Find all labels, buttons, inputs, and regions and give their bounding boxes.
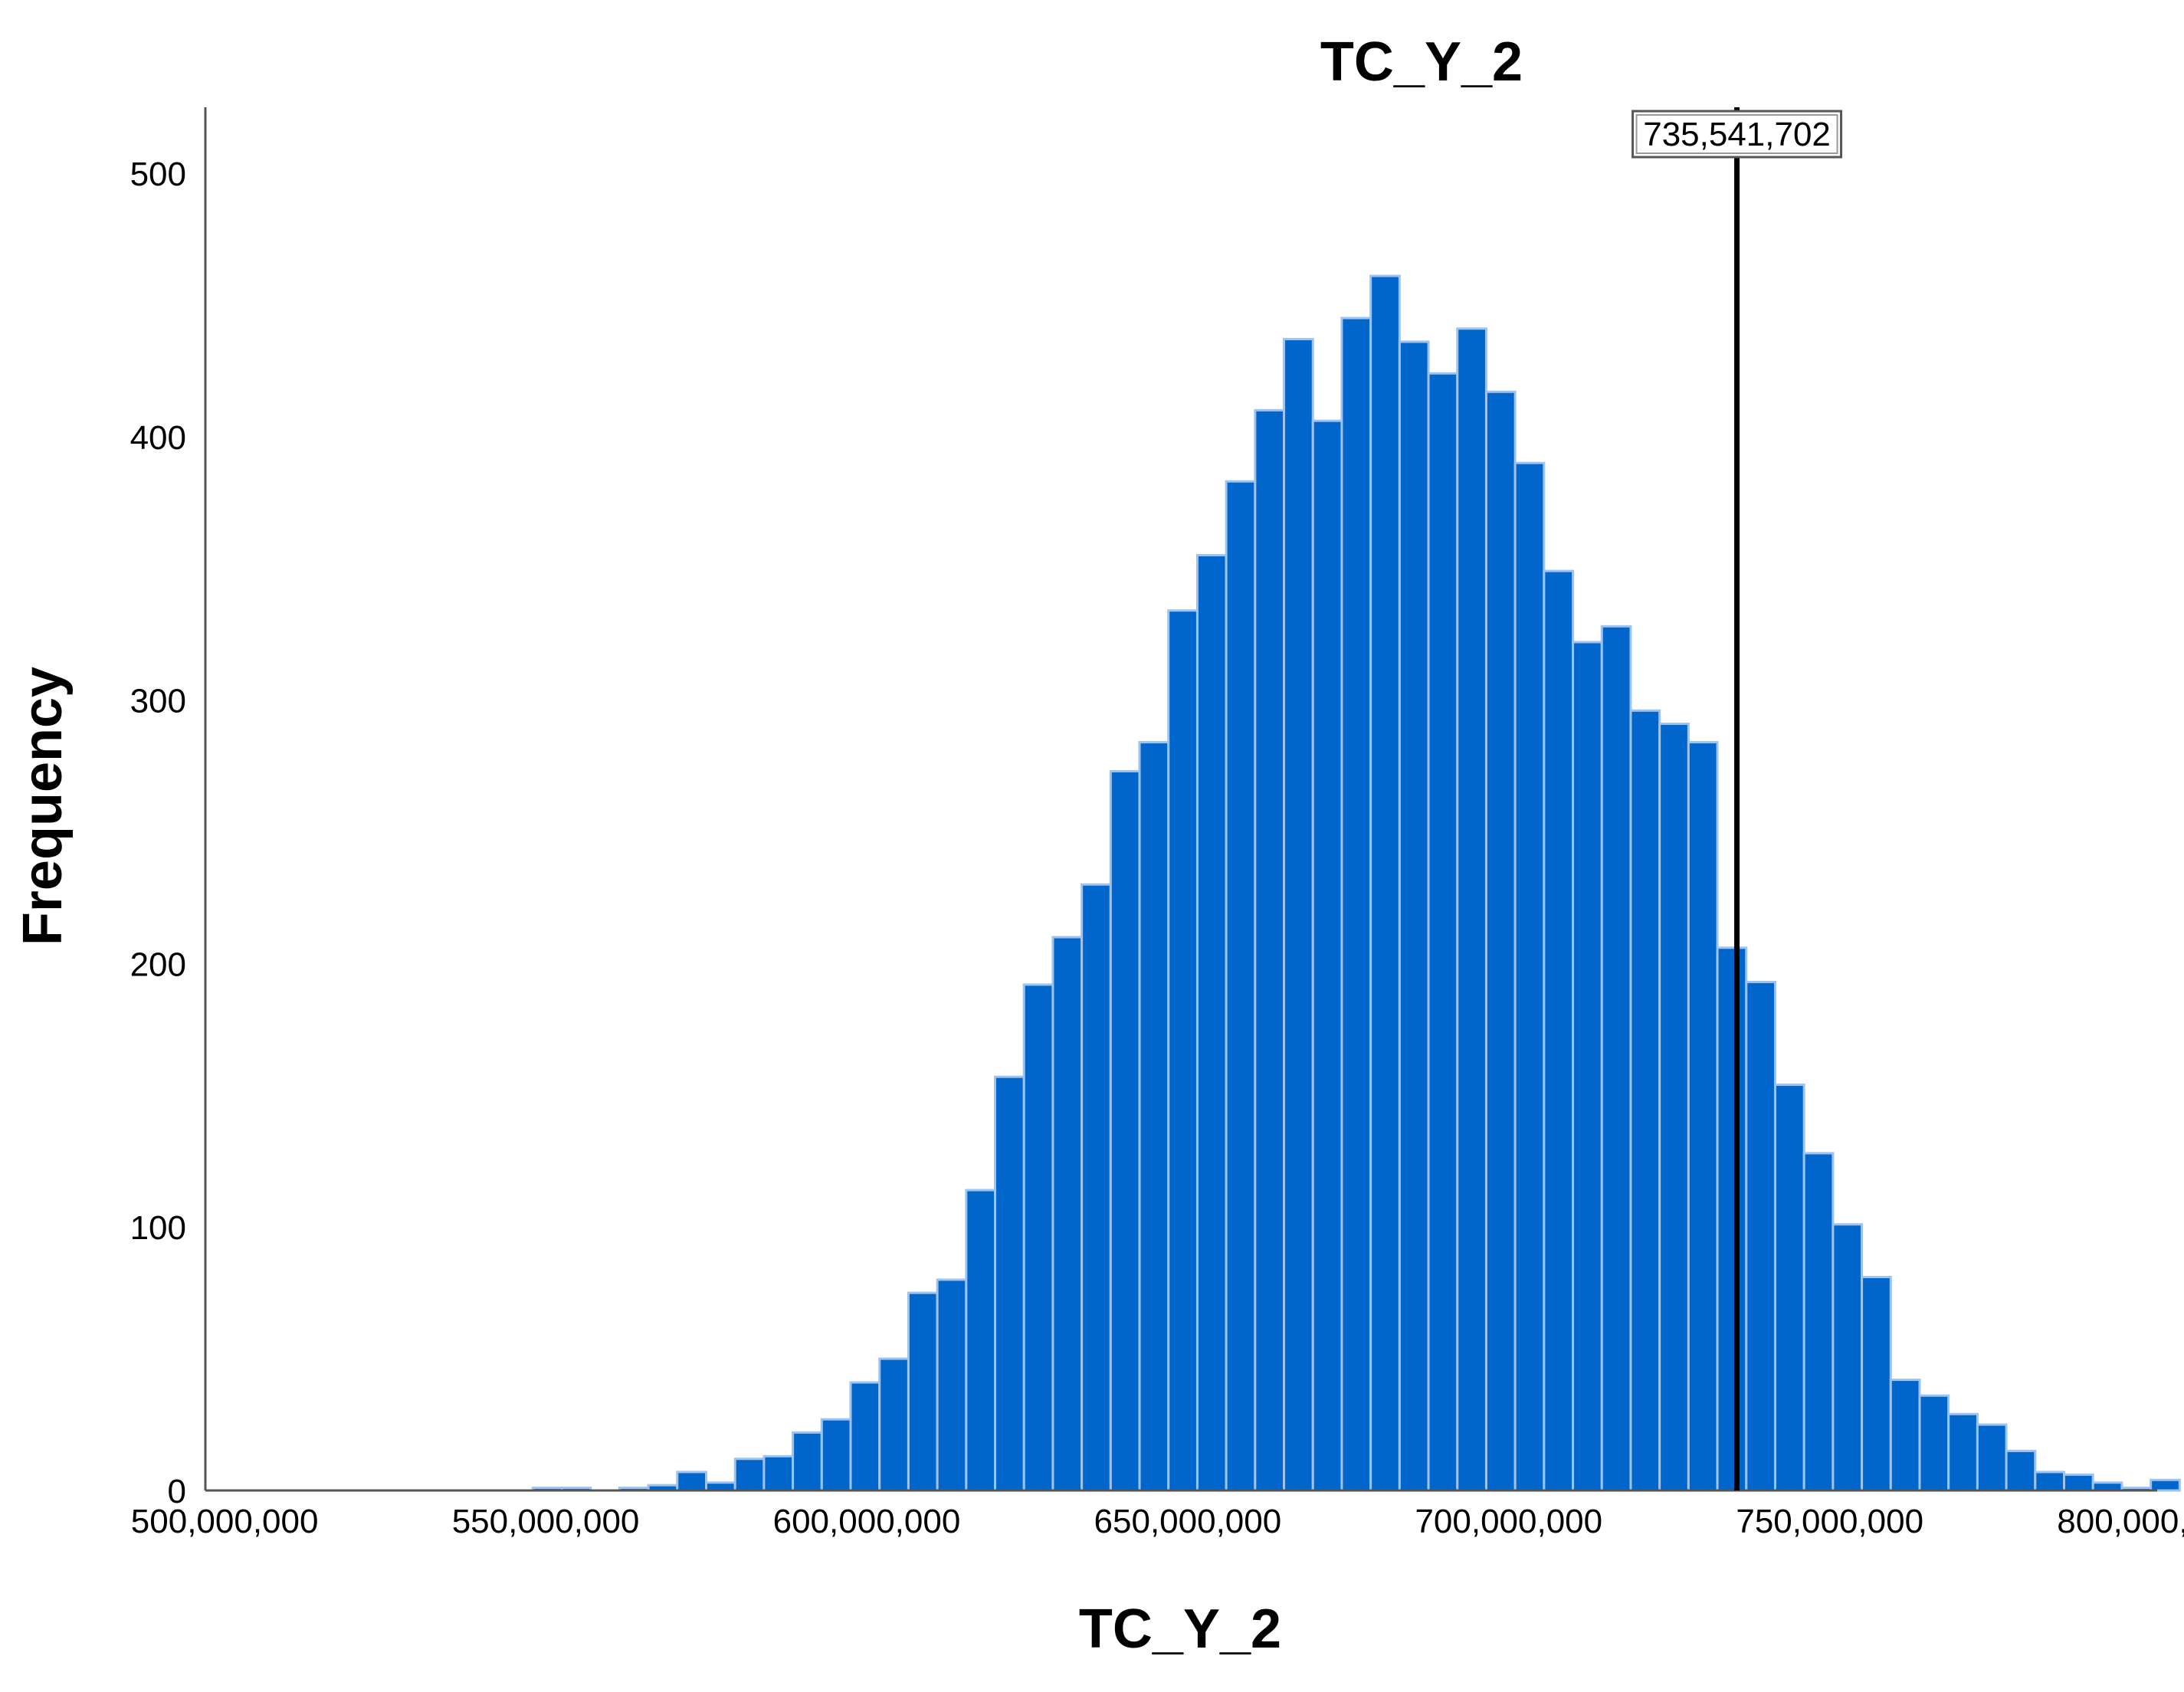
x-tick-label: 500,000,000 <box>131 1503 319 1540</box>
histogram-bar <box>1195 553 1228 1492</box>
histogram-bar <box>1802 1152 1835 1492</box>
histogram-bar <box>1340 316 1372 1492</box>
histogram-bar <box>1745 980 1776 1492</box>
histogram-bar <box>1051 936 1084 1492</box>
histogram-bar <box>1861 1276 1892 1492</box>
histogram-bar <box>1254 408 1286 1492</box>
histogram-bar <box>792 1431 823 1492</box>
histogram-bar <box>1831 1223 1864 1492</box>
histogram-bar <box>733 1458 766 1492</box>
y-tick-label: 0 <box>168 1473 186 1510</box>
histogram-bar <box>965 1189 997 1492</box>
histogram-bar <box>1572 641 1603 1492</box>
histogram-bar <box>1773 1084 1805 1492</box>
histogram-bar <box>878 1357 910 1492</box>
histogram-bar <box>1629 709 1661 1492</box>
y-tick-label: 300 <box>130 683 186 720</box>
histogram-bar <box>705 1481 736 1492</box>
histogram-bar <box>1138 741 1170 1492</box>
histogram-bar <box>1427 372 1459 1492</box>
histogram-bar <box>1311 419 1343 1492</box>
histogram-bar <box>994 1075 1025 1492</box>
histogram-bar <box>1484 390 1517 1492</box>
histogram-bar <box>2005 1449 2037 1492</box>
histogram-bar <box>1918 1394 1950 1492</box>
histogram-bar <box>1109 769 1141 1492</box>
histogram-bar <box>1543 569 1575 1492</box>
histogram-bar <box>1283 338 1314 1492</box>
histogram-bar <box>2034 1471 2066 1492</box>
histogram-bar <box>1456 327 1487 1492</box>
histogram-bar <box>849 1381 881 1492</box>
y-tick-label: 100 <box>130 1209 186 1247</box>
histogram-bar <box>1658 723 1690 1492</box>
histogram-bar <box>1398 340 1430 1492</box>
y-axis-ticks: 0 100 200 300 400 500 <box>130 156 186 1510</box>
histogram-bar <box>1369 274 1401 1492</box>
histogram-bars <box>531 274 2181 1492</box>
x-tick-label: 800,000,000 <box>2057 1503 2184 1540</box>
histogram-bar <box>676 1471 707 1492</box>
histogram-bar <box>1167 609 1199 1492</box>
histogram-bar <box>762 1454 795 1492</box>
y-tick-label: 500 <box>130 156 186 193</box>
reference-label-box <box>1631 110 1843 159</box>
histogram-bar <box>1716 946 1748 1492</box>
histogram-bar <box>2091 1481 2123 1492</box>
x-axis-ticks: 500,000,000 550,000,000 600,000,000 650,000… <box>131 1503 2184 1540</box>
histogram-bar <box>1976 1423 2008 1492</box>
x-tick-label: 650,000,000 <box>1094 1503 1282 1540</box>
histogram-bar <box>2063 1473 2094 1492</box>
histogram-bar <box>1513 461 1546 1492</box>
reference-label-box-inner <box>1635 114 1838 154</box>
x-tick-label: 600,000,000 <box>773 1503 961 1540</box>
x-tick-label: 700,000,000 <box>1415 1503 1602 1540</box>
axes <box>204 107 2157 1492</box>
histogram-bar <box>907 1291 939 1492</box>
histogram-bar <box>820 1418 852 1492</box>
histogram-bar <box>1081 883 1112 1492</box>
y-tick-label: 200 <box>130 946 186 983</box>
histogram-bar <box>1225 480 1257 1492</box>
histogram-bar <box>1889 1379 1921 1492</box>
reference-line-label: 735,541,702 <box>1643 116 1831 153</box>
histogram-bar <box>2150 1478 2181 1492</box>
histogram-bar <box>1687 741 1719 1492</box>
histogram-bar <box>1947 1412 1979 1492</box>
histogram-bar <box>936 1278 968 1492</box>
reference-line-group: 735,541,702 <box>1631 107 1843 1490</box>
histogram-bar <box>1022 983 1054 1492</box>
x-tick-label: 750,000,000 <box>1736 1503 1923 1540</box>
y-axis-label: Frequency <box>12 667 74 946</box>
y-tick-label: 400 <box>130 419 186 457</box>
histogram-bar <box>1600 625 1632 1492</box>
chart-title: TC_Y_2 <box>1320 31 1523 93</box>
x-tick-label: 550,000,000 <box>452 1503 640 1540</box>
x-axis-label: TC_Y_2 <box>1079 1599 1281 1660</box>
